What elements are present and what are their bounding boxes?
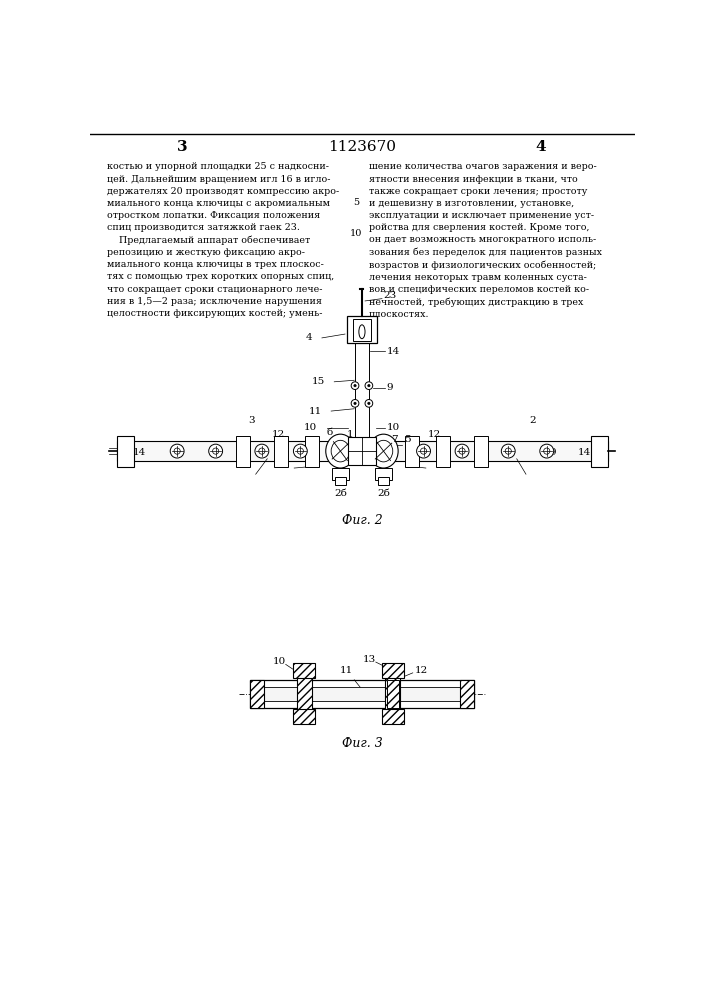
Ellipse shape <box>331 440 350 462</box>
Bar <box>305 436 319 466</box>
Bar <box>348 437 376 465</box>
Text: 7: 7 <box>391 435 398 444</box>
Bar <box>296 664 312 723</box>
Circle shape <box>170 444 184 458</box>
Ellipse shape <box>359 325 365 339</box>
Text: 15: 15 <box>312 377 325 386</box>
Text: Фиг. 2: Фиг. 2 <box>341 514 382 527</box>
Bar <box>274 436 288 466</box>
Bar <box>335 477 346 485</box>
Circle shape <box>213 448 218 454</box>
Text: 2б: 2б <box>377 489 390 498</box>
Bar <box>332 468 349 480</box>
Text: 4: 4 <box>305 333 312 342</box>
Bar <box>293 709 315 724</box>
Bar <box>346 316 378 343</box>
Circle shape <box>351 400 359 407</box>
Bar <box>436 436 450 466</box>
Ellipse shape <box>369 434 398 468</box>
Text: 5: 5 <box>353 198 359 207</box>
Circle shape <box>421 448 426 454</box>
Text: 3: 3 <box>248 416 255 425</box>
Text: 9: 9 <box>176 448 183 457</box>
Circle shape <box>368 402 370 405</box>
Circle shape <box>255 444 269 458</box>
Text: 10: 10 <box>304 424 317 432</box>
Text: шение количества очагов заражения и веро-
ятности внесения инфекции в ткани, что: шение количества очагов заражения и веро… <box>369 162 602 319</box>
Bar <box>353 319 371 341</box>
Text: 2б: 2б <box>334 489 347 498</box>
Text: 13: 13 <box>363 654 376 664</box>
Bar <box>460 680 474 708</box>
Bar <box>250 680 264 708</box>
Bar <box>590 436 607 466</box>
Text: 11: 11 <box>309 407 322 416</box>
Text: 10: 10 <box>387 424 400 432</box>
Text: 9: 9 <box>550 448 556 457</box>
Circle shape <box>297 448 303 454</box>
Circle shape <box>293 444 308 458</box>
Text: 14: 14 <box>132 448 146 457</box>
Text: 12: 12 <box>271 430 285 439</box>
Circle shape <box>354 402 356 405</box>
Text: 23: 23 <box>383 291 397 300</box>
Ellipse shape <box>374 440 393 462</box>
Bar <box>117 441 607 461</box>
Bar <box>117 436 134 466</box>
Bar <box>385 664 400 723</box>
Bar <box>253 687 471 701</box>
Circle shape <box>459 448 465 454</box>
Text: 2: 2 <box>529 416 536 425</box>
Bar <box>355 336 369 441</box>
Bar <box>375 468 392 480</box>
Text: 14: 14 <box>387 347 400 356</box>
Text: костью и упорной площадки 25 с надкосни-
цей. Дальнейшим вращением игл 16 в игло: костью и упорной площадки 25 с надкосни-… <box>107 162 339 318</box>
Text: 9: 9 <box>387 383 393 392</box>
Ellipse shape <box>326 434 355 468</box>
Bar <box>382 709 404 724</box>
Circle shape <box>259 448 265 454</box>
Text: 1: 1 <box>346 430 354 439</box>
Circle shape <box>365 382 373 389</box>
Circle shape <box>368 384 370 387</box>
Circle shape <box>540 444 554 458</box>
Circle shape <box>416 444 431 458</box>
Circle shape <box>501 444 515 458</box>
Circle shape <box>455 444 469 458</box>
Bar <box>293 663 315 678</box>
Circle shape <box>354 384 356 387</box>
Text: 10: 10 <box>349 229 362 238</box>
Text: 1123670: 1123670 <box>328 140 396 154</box>
Bar <box>250 680 474 708</box>
Bar <box>382 663 404 678</box>
Text: 3: 3 <box>177 140 188 154</box>
Text: 11: 11 <box>340 666 354 675</box>
Circle shape <box>351 382 359 389</box>
Circle shape <box>506 448 511 454</box>
Circle shape <box>174 448 180 454</box>
Text: б: б <box>327 428 333 437</box>
Text: 5: 5 <box>404 435 411 444</box>
Text: 4: 4 <box>535 140 546 154</box>
Bar <box>387 680 399 708</box>
Bar <box>378 477 389 485</box>
Circle shape <box>365 400 373 407</box>
Circle shape <box>544 448 550 454</box>
Bar <box>474 436 489 466</box>
Circle shape <box>209 444 223 458</box>
Bar <box>405 436 419 466</box>
Text: 14: 14 <box>578 448 591 457</box>
Text: 12: 12 <box>414 666 428 675</box>
Text: Фиг. 3: Фиг. 3 <box>341 737 382 750</box>
Text: 12: 12 <box>428 430 440 439</box>
Text: 10: 10 <box>273 657 286 666</box>
Bar <box>235 436 250 466</box>
